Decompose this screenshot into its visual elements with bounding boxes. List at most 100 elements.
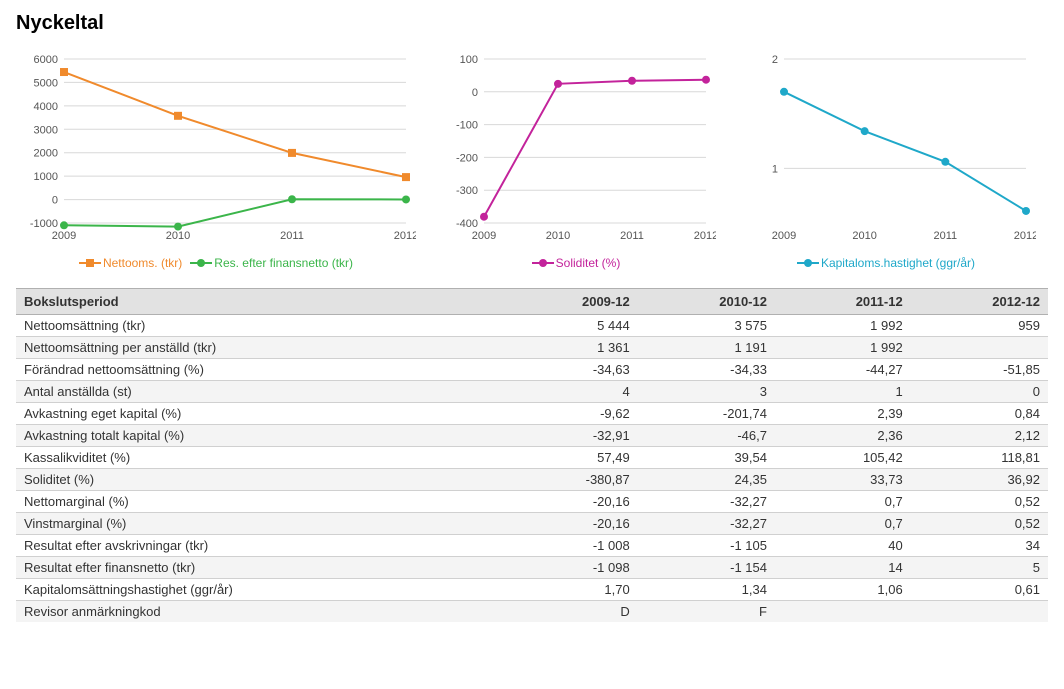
table-header: 2011-12 (775, 289, 911, 315)
table-header-label: Bokslutsperiod (16, 289, 500, 315)
cell-value: -44,27 (775, 359, 911, 381)
row-label: Kapitalomsättningshastighet (ggr/år) (16, 579, 500, 601)
svg-text:100: 100 (460, 54, 478, 66)
svg-text:5000: 5000 (34, 77, 58, 89)
cell-value: 2,36 (775, 425, 911, 447)
cell-value: -32,27 (638, 513, 775, 535)
legend-label: Nettooms. (tkr) (103, 256, 182, 270)
table-row: Kapitalomsättningshastighet (ggr/år)1,70… (16, 579, 1048, 601)
row-label: Avkastning totalt kapital (%) (16, 425, 500, 447)
chart-netto-resultat: -100001000200030004000500060002009201020… (16, 49, 416, 270)
cell-value: 57,49 (500, 447, 637, 469)
cell-value: -46,7 (638, 425, 775, 447)
cell-value: 24,35 (638, 469, 775, 491)
nyckeltal-table: Bokslutsperiod2009-122010-122011-122012-… (16, 288, 1048, 622)
cell-value: 2,12 (911, 425, 1048, 447)
row-label: Antal anställda (st) (16, 381, 500, 403)
cell-value: 1 361 (500, 337, 637, 359)
svg-text:2: 2 (772, 54, 778, 66)
table-row: Förändrad nettoomsättning (%)-34,63-34,3… (16, 359, 1048, 381)
svg-text:1000: 1000 (34, 171, 58, 183)
cell-value: 2,39 (775, 403, 911, 425)
cell-value: 33,73 (775, 469, 911, 491)
chart-soliditet: -400-300-200-10001002009201020112012Soli… (436, 49, 716, 270)
table-row: Avkastning totalt kapital (%)-32,91-46,7… (16, 425, 1048, 447)
cell-value: 0,52 (911, 491, 1048, 513)
cell-value: -20,16 (500, 491, 637, 513)
cell-value: F (638, 601, 775, 623)
svg-text:2011: 2011 (620, 230, 644, 242)
table-row: Avkastning eget kapital (%)-9,62-201,742… (16, 403, 1048, 425)
svg-text:2009: 2009 (52, 230, 76, 242)
svg-text:2010: 2010 (852, 230, 876, 242)
row-label: Resultat efter avskrivningar (tkr) (16, 535, 500, 557)
cell-value: 5 444 (500, 315, 637, 337)
cell-value: 105,42 (775, 447, 911, 469)
row-label: Avkastning eget kapital (%) (16, 403, 500, 425)
cell-value: 34 (911, 535, 1048, 557)
page-title: Nyckeltal (16, 12, 1048, 35)
row-label: Kassalikviditet (%) (16, 447, 500, 469)
table-row: Nettoomsättning (tkr)5 4443 5751 992959 (16, 315, 1048, 337)
legend-label: Res. efter finansnetto (tkr) (214, 256, 353, 270)
row-label: Soliditet (%) (16, 469, 500, 491)
row-label: Resultat efter finansnetto (tkr) (16, 557, 500, 579)
svg-text:-100: -100 (456, 120, 478, 132)
svg-text:2012: 2012 (394, 230, 416, 242)
table-header: 2012-12 (911, 289, 1048, 315)
table-row: Kassalikviditet (%)57,4939,54105,42118,8… (16, 447, 1048, 469)
row-label: Nettoomsättning per anställd (tkr) (16, 337, 500, 359)
table-header: 2010-12 (638, 289, 775, 315)
cell-value: 5 (911, 557, 1048, 579)
cell-value: -34,63 (500, 359, 637, 381)
charts-row: -100001000200030004000500060002009201020… (16, 49, 1048, 270)
table-row: Nettoomsättning per anställd (tkr)1 3611… (16, 337, 1048, 359)
cell-value: -34,33 (638, 359, 775, 381)
table-row: Revisor anmärkningkodDF (16, 601, 1048, 623)
cell-value: 0,61 (911, 579, 1048, 601)
cell-value: 959 (911, 315, 1048, 337)
cell-value: 1 (775, 381, 911, 403)
cell-value: -32,91 (500, 425, 637, 447)
svg-text:2012: 2012 (694, 230, 716, 242)
cell-value: 36,92 (911, 469, 1048, 491)
svg-text:2009: 2009 (472, 230, 496, 242)
table-row: Vinstmarginal (%)-20,16-32,270,70,52 (16, 513, 1048, 535)
cell-value: 1,06 (775, 579, 911, 601)
cell-value: 0 (911, 381, 1048, 403)
cell-value: 0,52 (911, 513, 1048, 535)
svg-text:2011: 2011 (280, 230, 304, 242)
svg-text:0: 0 (52, 195, 58, 207)
svg-text:0: 0 (472, 87, 478, 99)
cell-value: 40 (775, 535, 911, 557)
chart-kapitaloms: 122009201020112012Kapitaloms.hastighet (… (736, 49, 1036, 270)
svg-text:-400: -400 (456, 218, 478, 230)
legend-label: Soliditet (%) (556, 256, 621, 270)
table-row: Resultat efter avskrivningar (tkr)-1 008… (16, 535, 1048, 557)
cell-value: 4 (500, 381, 637, 403)
cell-value: 0,84 (911, 403, 1048, 425)
row-label: Förändrad nettoomsättning (%) (16, 359, 500, 381)
cell-value: -201,74 (638, 403, 775, 425)
table-row: Soliditet (%)-380,8724,3533,7336,92 (16, 469, 1048, 491)
cell-value: D (500, 601, 637, 623)
table-row: Nettomarginal (%)-20,16-32,270,70,52 (16, 491, 1048, 513)
svg-text:2012: 2012 (1014, 230, 1036, 242)
svg-text:1: 1 (772, 163, 778, 175)
row-label: Nettoomsättning (tkr) (16, 315, 500, 337)
legend-label: Kapitaloms.hastighet (ggr/år) (821, 256, 975, 270)
svg-text:2000: 2000 (34, 148, 58, 160)
cell-value: -9,62 (500, 403, 637, 425)
cell-value: 3 (638, 381, 775, 403)
cell-value: -20,16 (500, 513, 637, 535)
svg-text:4000: 4000 (34, 101, 58, 113)
svg-text:6000: 6000 (34, 54, 58, 66)
legend-item: Soliditet (%) (532, 256, 621, 270)
row-label: Revisor anmärkningkod (16, 601, 500, 623)
cell-value: 118,81 (911, 447, 1048, 469)
cell-value: -1 008 (500, 535, 637, 557)
svg-text:2010: 2010 (546, 230, 570, 242)
cell-value (911, 337, 1048, 359)
cell-value: 0,7 (775, 513, 911, 535)
cell-value: 14 (775, 557, 911, 579)
